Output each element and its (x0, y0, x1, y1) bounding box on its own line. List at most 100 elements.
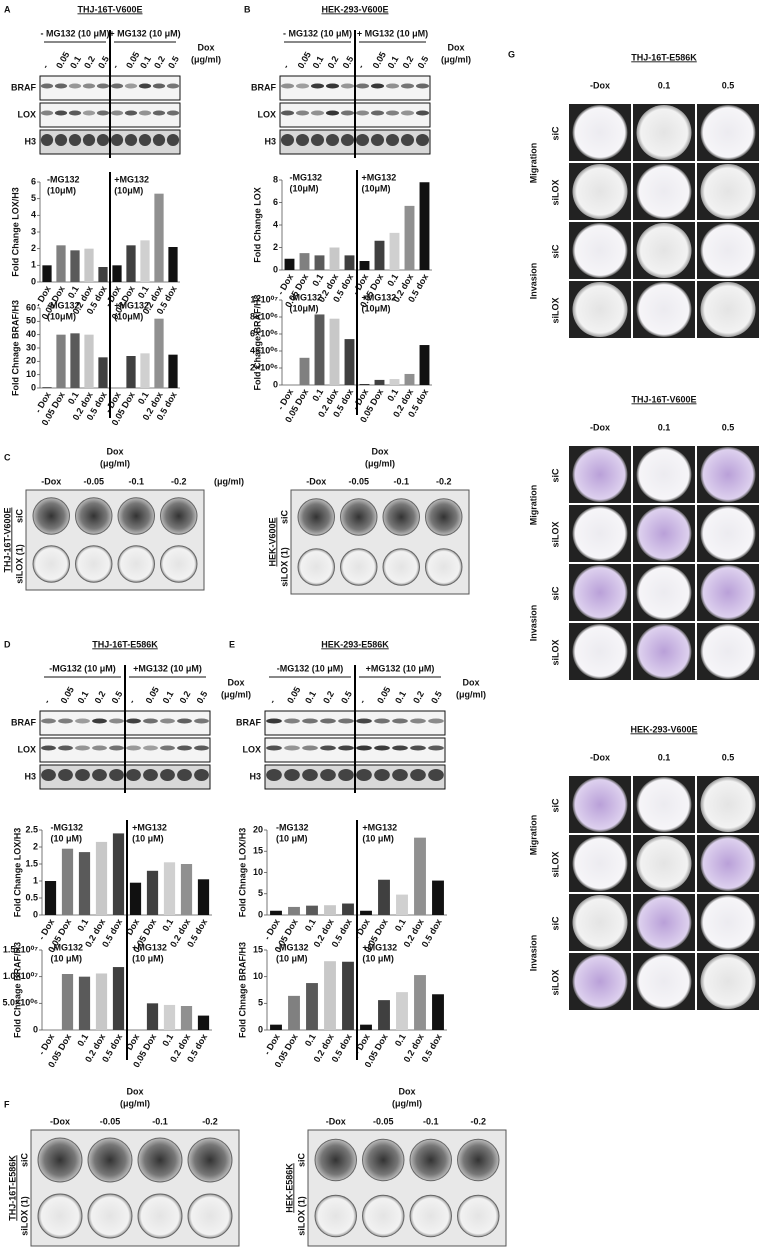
well (572, 282, 628, 337)
bar (329, 247, 340, 270)
column-label: -0.2 (171, 476, 187, 486)
row-label: siC (550, 468, 560, 483)
blot-band (194, 745, 209, 751)
column-label: 0.1 (658, 80, 671, 90)
blot-band (284, 718, 300, 724)
bar (84, 248, 94, 282)
blot-band (302, 769, 318, 781)
well (117, 497, 155, 535)
blot-band (415, 134, 430, 146)
well (572, 624, 628, 679)
column-label: -Dox (326, 1116, 346, 1126)
well (137, 1137, 183, 1183)
bar (359, 261, 370, 270)
column-label: -0.05 (373, 1116, 394, 1126)
bar (95, 973, 108, 1030)
blot-band (82, 110, 96, 116)
lane-label: 0.2 (178, 689, 193, 705)
blot-band (126, 718, 141, 724)
blot-band (160, 718, 175, 724)
well (572, 565, 628, 620)
blot-label: H3 (264, 136, 276, 146)
blot-band (54, 134, 68, 146)
group-label: - MG132 (10 μM) (40, 28, 109, 38)
dox-unit: (μg/ml) (100, 458, 130, 468)
well (636, 164, 692, 219)
y-tick-label: 2.5 (25, 824, 38, 834)
blot-band (340, 83, 355, 89)
bar (154, 193, 164, 282)
blot-band (340, 134, 355, 146)
row-label: siLOX (1) (19, 1196, 29, 1236)
y-tick-label: 10 (253, 867, 263, 877)
blot-band (124, 134, 138, 146)
column-label: 0.1 (658, 752, 671, 762)
x-tick-label: 0.1 (160, 1032, 175, 1048)
well (409, 1194, 452, 1238)
y-tick-label: 0 (273, 379, 278, 389)
assay-label: Migration (528, 485, 538, 526)
column-label: -0.05 (100, 1116, 121, 1126)
y-tick-label: 15 (253, 846, 263, 856)
bar (306, 983, 318, 1030)
column-label: 0.5 (722, 752, 735, 762)
blot-band (310, 134, 325, 146)
blot-band (400, 83, 415, 89)
y-tick-label: 30 (26, 342, 36, 352)
dox-unit: (μg/ml) (441, 54, 471, 64)
annotation: (10 μM) (132, 833, 164, 843)
group-label: + MG132 (10 μM) (109, 28, 180, 38)
blot-band (374, 745, 390, 751)
lane-label: 0.2 (152, 54, 167, 70)
bar (299, 253, 310, 270)
panel-letter: F (4, 1099, 10, 1109)
blot-band (160, 745, 175, 751)
y-tick-label: 2×10⁰⁶ (250, 362, 278, 372)
blot-band (338, 718, 354, 724)
row-label: siC (19, 1153, 29, 1168)
y-tick-label: 5 (258, 998, 263, 1008)
panel-letter: B (244, 4, 251, 14)
bar (360, 910, 372, 915)
blot-band (385, 110, 400, 116)
well (37, 1137, 83, 1183)
block-title: HEK-293-V600E (630, 724, 697, 734)
lane-label: - (357, 698, 367, 706)
annotation: -MG132 (290, 292, 323, 302)
column-label: -0.1 (393, 476, 409, 486)
lane-label: 0.05 (371, 50, 388, 70)
y-axis-label: Fold Chnage BRAF/H3 (10, 300, 20, 396)
bar (342, 961, 354, 1030)
blot-band (280, 134, 295, 146)
well (137, 1193, 183, 1239)
y-tick-label: 0 (258, 909, 263, 919)
row-label: siLOX (550, 297, 560, 323)
annotation: (10 μM) (362, 833, 394, 843)
assay-label: Invasion (528, 935, 538, 972)
well (314, 1138, 357, 1182)
lane-label: 0.05 (296, 50, 313, 70)
well (636, 223, 692, 278)
blot-band (143, 769, 158, 781)
dox-unit: (μg/ml) (456, 689, 486, 699)
well (314, 1194, 357, 1238)
well (362, 1194, 405, 1238)
lane-label: - (40, 63, 50, 71)
blot-band (166, 134, 180, 146)
row-label: siC (14, 509, 24, 524)
bar (270, 910, 282, 915)
panel-letter: D (4, 639, 11, 649)
blot-band (138, 110, 152, 116)
blot-band (392, 769, 408, 781)
lane-label: 0.05 (144, 685, 161, 705)
blot-band (58, 769, 73, 781)
bar (324, 905, 336, 915)
y-tick-label: 5 (31, 193, 36, 203)
well (572, 447, 628, 502)
blot-band (284, 745, 300, 751)
cell-line: THJ-16T-V600E (2, 507, 12, 572)
blot-band (410, 745, 426, 751)
y-tick-label: 5.0×10⁰⁶ (2, 998, 38, 1008)
blot-band (392, 745, 408, 751)
well (340, 548, 378, 586)
